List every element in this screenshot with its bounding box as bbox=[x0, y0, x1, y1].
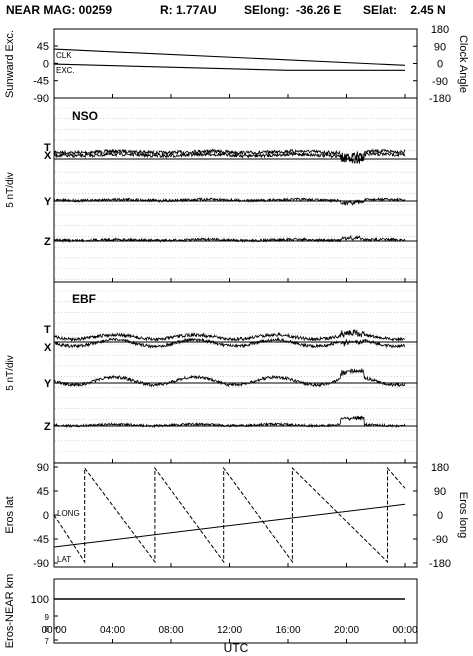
eros-series-label-lat: LAT bbox=[57, 555, 71, 564]
range-ylabel: Eros-NEAR km bbox=[4, 574, 16, 649]
eros-series-long bbox=[53, 466, 406, 564]
nso-trace-label-y: Y bbox=[44, 196, 52, 208]
ebf-trace-x bbox=[53, 337, 406, 350]
angles-ytick-right-label-0: 180 bbox=[431, 24, 449, 36]
eros-ytick-label-1: 45 bbox=[37, 486, 49, 498]
header-selat: SElat: 2.45 N bbox=[363, 3, 446, 17]
eros-ytick-label-0: 90 bbox=[37, 462, 49, 474]
eros-ytick-label-2: 0 bbox=[43, 510, 49, 522]
angles-ytick-right-label-1: 90 bbox=[434, 41, 446, 53]
nso-trace-x bbox=[53, 151, 406, 164]
x-axis-label: UTC bbox=[224, 641, 249, 655]
x-tick-label-1: 04:00 bbox=[100, 625, 125, 636]
nso-title: NSO bbox=[72, 109, 98, 123]
eros-ytick-label-3: -45 bbox=[33, 534, 49, 546]
eros-ylabel-right: Eros long bbox=[457, 492, 469, 538]
ebf-trace-label-t: T bbox=[44, 324, 51, 336]
angles-ylabel: Sunward Exc. bbox=[4, 30, 16, 98]
x-tick-label-4: 16:00 bbox=[275, 625, 300, 636]
range-ytick-label-1: 9 bbox=[45, 613, 50, 622]
eros-ytick-right-label-3: -90 bbox=[432, 534, 448, 546]
ebf-trace-label-y: Y bbox=[44, 378, 52, 390]
x-tick-label-5: 20:00 bbox=[334, 625, 359, 636]
ebf-trace-label-x: X bbox=[44, 342, 52, 354]
angles-ylabel-right: Clock Angle bbox=[457, 35, 469, 93]
panel-ebf-frame bbox=[53, 281, 418, 464]
angles-ytick-right-label-4: -180 bbox=[429, 93, 451, 105]
x-tick-label-3: 12:00 bbox=[217, 625, 242, 636]
range-ytick-label-0: 100 bbox=[31, 594, 49, 606]
panel-nso-frame bbox=[53, 97, 418, 283]
angles-ytick-label-2: -45 bbox=[33, 76, 49, 88]
angles-ytick-label-1: 0 bbox=[43, 58, 49, 70]
header-label: NEAR MAG: 00259 bbox=[6, 3, 112, 17]
nso-trace-label-t: T bbox=[44, 142, 51, 154]
x-tick-label-0: 00:00 bbox=[41, 625, 66, 636]
angles-series-label-1: EXC. bbox=[56, 66, 75, 75]
angles-ytick-right-label-3: -90 bbox=[432, 76, 448, 88]
ebf-trace-y bbox=[53, 367, 406, 388]
eros-ylabel: Eros lat bbox=[4, 496, 16, 533]
angles-series-clk bbox=[53, 48, 406, 66]
ebf-trace-z bbox=[53, 415, 406, 429]
eros-series-label-long: LONG bbox=[57, 509, 80, 518]
ebf-trace-t bbox=[53, 329, 405, 342]
range-ytick-label-3: 7 bbox=[45, 637, 50, 646]
nso-trace-label-x: X bbox=[44, 150, 52, 162]
eros-ytick-right-label-1: 90 bbox=[434, 486, 446, 498]
angles-ytick-right-label-2: 0 bbox=[437, 59, 443, 71]
header-r: R: 1.77AU bbox=[160, 3, 217, 17]
nso-trace-y bbox=[53, 197, 406, 207]
angles-series-label-0: CLK bbox=[56, 51, 72, 60]
eros-series-lat bbox=[53, 503, 406, 548]
angles-ytick-label-0: 45 bbox=[37, 41, 49, 53]
nso-trace-z bbox=[53, 234, 406, 244]
eros-ytick-right-label-0: 180 bbox=[431, 462, 449, 474]
eros-ytick-right-label-2: 0 bbox=[437, 510, 443, 522]
ebf-trace-label-z: Z bbox=[44, 421, 51, 433]
header-selong: SElong: -36.26 E bbox=[244, 3, 341, 17]
panel-eros-frame bbox=[53, 462, 418, 568]
eros-ytick-label-4: -90 bbox=[33, 558, 49, 570]
eros-ytick-right-label-4: -180 bbox=[429, 558, 451, 570]
nso-ylabel: 5 nT/div bbox=[5, 172, 16, 208]
angles-series-exc bbox=[53, 63, 405, 71]
angles-ytick-label-3: -90 bbox=[33, 93, 49, 105]
panel-range-frame bbox=[53, 578, 418, 644]
ebf-ylabel: 5 nT/div bbox=[5, 355, 16, 391]
range-ytick-label-2: 8 bbox=[45, 625, 50, 634]
x-tick-label-2: 08:00 bbox=[158, 625, 183, 636]
nso-trace-label-z: Z bbox=[44, 236, 51, 248]
ebf-title: EBF bbox=[72, 292, 96, 306]
x-tick-label-6: 00:00 bbox=[392, 625, 417, 636]
